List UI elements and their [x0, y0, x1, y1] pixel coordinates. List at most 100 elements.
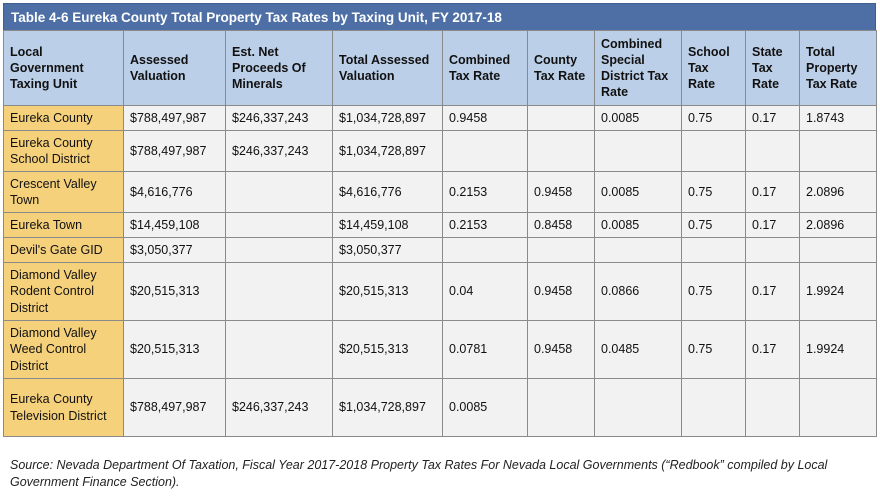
- taxing-unit-cell: Eureka Town: [3, 212, 124, 238]
- header-cell: Est. Net Proceeds Of Minerals: [225, 30, 333, 106]
- taxing-unit-cell: Devil's Gate GID: [3, 237, 124, 263]
- table-cell: $1,034,728,897: [332, 130, 443, 172]
- table-title: Table 4-6 Eureka County Total Property T…: [3, 3, 876, 30]
- table-cell: $3,050,377: [332, 237, 443, 263]
- table-cell: 0.17: [745, 262, 800, 321]
- table-cell: [527, 237, 595, 263]
- header-cell: Assessed Valuation: [123, 30, 226, 106]
- table-cell: [442, 237, 528, 263]
- table-cell: [594, 378, 682, 437]
- table-row: Devil's Gate GID $3,050,377 $3,050,377: [3, 237, 877, 263]
- table-cell: [527, 130, 595, 172]
- header-cell: Combined Special District Tax Rate: [594, 30, 682, 106]
- table-cell: [681, 378, 746, 437]
- table-cell: [745, 130, 800, 172]
- table-cell: $1,034,728,897: [332, 105, 443, 131]
- table-cell: 0.0085: [594, 105, 682, 131]
- table-cell: [745, 378, 800, 437]
- table-cell: 0.75: [681, 320, 746, 379]
- table-cell: $20,515,313: [123, 262, 226, 321]
- table-cell: 0.0085: [594, 212, 682, 238]
- table-cell: 2.0896: [799, 212, 877, 238]
- table-cell: 0.8458: [527, 212, 595, 238]
- table-cell: 0.9458: [527, 262, 595, 321]
- table-cell: [527, 105, 595, 131]
- table-cell: 0.75: [681, 105, 746, 131]
- table-cell: [799, 237, 877, 263]
- table-cell: $4,616,776: [123, 171, 226, 213]
- table-cell: 0.0085: [442, 378, 528, 437]
- table-cell: $246,337,243: [225, 378, 333, 437]
- table-row: Eureka County School District $788,497,98…: [3, 130, 877, 172]
- table-cell: 0.2153: [442, 212, 528, 238]
- table-cell: 0.75: [681, 171, 746, 213]
- header-cell: Total Property Tax Rate: [799, 30, 877, 106]
- table-cell: 0.17: [745, 105, 800, 131]
- table-row: Eureka Town $14,459,108 $14,459,108 0.2153 0…: [3, 212, 877, 238]
- taxing-unit-cell: Diamond Valley Rodent Control District: [3, 262, 124, 321]
- table-cell: 0.75: [681, 262, 746, 321]
- table-cell: $1,034,728,897: [332, 378, 443, 437]
- table-cell: [594, 237, 682, 263]
- taxing-unit-cell: Diamond Valley Weed Control District: [3, 320, 124, 379]
- table-cell: $3,050,377: [123, 237, 226, 263]
- tax-rate-table: Local Government Taxing Unit Assessed Va…: [3, 30, 877, 437]
- table-cell: $14,459,108: [332, 212, 443, 238]
- table-cell: [225, 171, 333, 213]
- table-cell: [745, 237, 800, 263]
- table-cell: 0.2153: [442, 171, 528, 213]
- table-cell: [527, 378, 595, 437]
- taxing-unit-cell: Eureka County: [3, 105, 124, 131]
- header-cell: Total Assessed Valuation: [332, 30, 443, 106]
- table-cell: [225, 212, 333, 238]
- table-cell: [799, 378, 877, 437]
- table-cell: 0.9458: [442, 105, 528, 131]
- table-cell: 0.0085: [594, 171, 682, 213]
- header-cell: School Tax Rate: [681, 30, 746, 106]
- table-cell: 0.9458: [527, 171, 595, 213]
- table-cell: $20,515,313: [332, 320, 443, 379]
- table-cell: $20,515,313: [332, 262, 443, 321]
- table-cell: $788,497,987: [123, 130, 226, 172]
- table-cell: 0.0485: [594, 320, 682, 379]
- table-cell: 0.0866: [594, 262, 682, 321]
- table-cell: 0.9458: [527, 320, 595, 379]
- table-cell: 1.9924: [799, 320, 877, 379]
- table-cell: [799, 130, 877, 172]
- table-frame: Table 4-6 Eureka County Total Property T…: [3, 3, 877, 437]
- table-cell: $14,459,108: [123, 212, 226, 238]
- table-cell: 0.17: [745, 171, 800, 213]
- header-cell: County Tax Rate: [527, 30, 595, 106]
- table-row: Crescent Valley Town $4,616,776 $4,616,776…: [3, 171, 877, 213]
- header-cell: Combined Tax Rate: [442, 30, 528, 106]
- table-cell: $788,497,987: [123, 105, 226, 131]
- header-cell: State Tax Rate: [745, 30, 800, 106]
- taxing-unit-cell: Eureka County Television District: [3, 378, 124, 437]
- table-cell: 1.9924: [799, 262, 877, 321]
- table-cell: 0.75: [681, 212, 746, 238]
- table-body: Eureka County $788,497,987 $246,337,243 $1,…: [3, 105, 877, 437]
- table-cell: $246,337,243: [225, 130, 333, 172]
- table-cell: 0.0781: [442, 320, 528, 379]
- taxing-unit-cell: Crescent Valley Town: [3, 171, 124, 213]
- table-cell: [225, 320, 333, 379]
- table-cell: $20,515,313: [123, 320, 226, 379]
- table-cell: 1.8743: [799, 105, 877, 131]
- table-cell: [225, 237, 333, 263]
- table-row: Eureka County $788,497,987 $246,337,243 $1,…: [3, 105, 877, 131]
- table-cell: [594, 130, 682, 172]
- table-cell: 0.17: [745, 320, 800, 379]
- table-cell: 0.17: [745, 212, 800, 238]
- header-row: Local Government Taxing Unit Assessed Va…: [3, 30, 877, 106]
- table-cell: 0.04: [442, 262, 528, 321]
- table-cell: $4,616,776: [332, 171, 443, 213]
- table-cell: [681, 237, 746, 263]
- table-row: Diamond Valley Rodent Control District $2…: [3, 262, 877, 321]
- table-cell: $246,337,243: [225, 105, 333, 131]
- source-note: Source: Nevada Department Of Taxation, F…: [10, 458, 828, 489]
- table-row: Eureka County Television District $788,49…: [3, 378, 877, 437]
- header-cell: Local Government Taxing Unit: [3, 30, 124, 106]
- table-cell: [681, 130, 746, 172]
- table-cell: [225, 262, 333, 321]
- table-cell: [442, 130, 528, 172]
